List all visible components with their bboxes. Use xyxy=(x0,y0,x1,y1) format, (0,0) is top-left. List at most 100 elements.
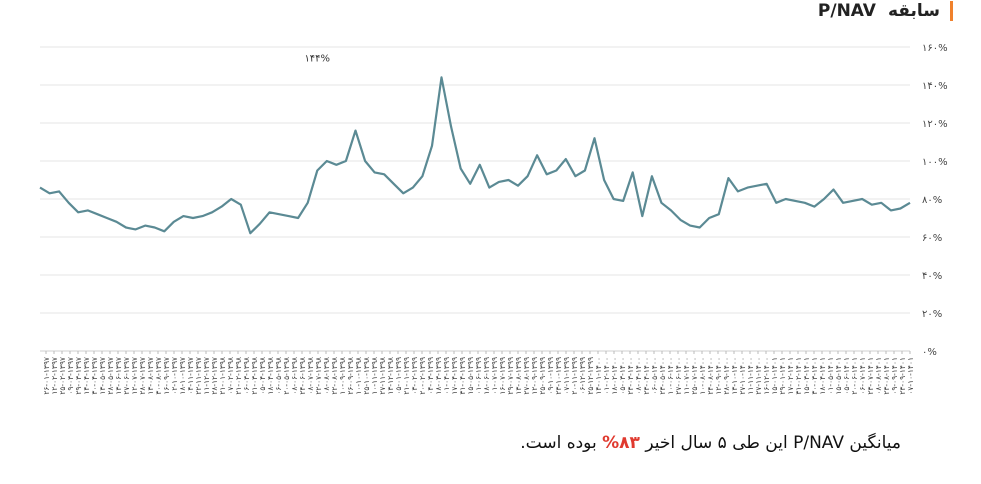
y-tick-label: ۶۰% xyxy=(922,233,942,244)
x-tick-label: ۱۰-۱۰-۱۳۹۸ xyxy=(354,357,363,395)
x-tick-label: ۰۲-۱۰-۱۳۹۷ xyxy=(170,357,179,395)
caption-text-after: بوده است. xyxy=(520,433,603,453)
x-tick-label: ۲۰-۰۲-۱۳۹۹ xyxy=(418,357,427,395)
x-tick-label: ۱۳-۰۶-۱۳۹۷ xyxy=(114,357,123,395)
x-tick-label: ۱۸-۰۴-۱۴۰۱ xyxy=(818,357,827,395)
x-tick-label: ۲۷-۰۶-۱۳۹۷ xyxy=(122,357,131,395)
y-tick-label: ۱۰۰% xyxy=(922,157,948,168)
x-tick-label: ۱۸-۰۳-۱۳۹۹ xyxy=(434,357,443,395)
title-word: سابقه xyxy=(887,1,940,21)
peak-annotation: ۱۴۴% xyxy=(304,53,330,64)
x-tick-label: ۱۰-۰۹-۱۳۹۸ xyxy=(338,357,347,395)
y-tick-label: ۱۶۰% xyxy=(922,43,948,54)
x-tick-label: ۰۶-۰۵-۱۳۹۸ xyxy=(274,357,283,395)
x-tick-label: ۲۱-۰۳-۱۳۹۸ xyxy=(250,357,259,395)
x-tick-label: ۱۳-۱۰-۱۴۰۰ xyxy=(730,357,739,395)
x-tick-label: ۰۸-۰۸-۱۳۹۸ xyxy=(322,357,331,395)
x-tick-label: ۲۱-۰۱-۱۳۹۸ xyxy=(218,357,227,395)
x-tick-label: ۲۸-۰۵-۱۳۹۷ xyxy=(106,357,115,395)
x-tick-label: ۲۷-۰۸-۱۳۹۹ xyxy=(522,357,531,395)
x-tick-label: ۲۳-۰۸-۱۴۰۱ xyxy=(882,357,891,395)
x-tick-label: ۲۵-۱۲-۱۳۹۹ xyxy=(586,357,595,395)
series-line xyxy=(39,76,911,235)
x-tick-label: ۰۷-۰۲-۱۳۹۸ xyxy=(226,357,235,395)
x-tick-label: ۲۸-۰۷-۱۳۹۷ xyxy=(138,357,147,395)
x-tick-label: ۱۷-۰۲-۱۴۰۱ xyxy=(786,357,795,395)
x-tick-label: ۰۴-۱۱-۱۳۹۷ xyxy=(186,357,195,395)
x-tick-label: ۰۵-۰۱-۱۳۹۹ xyxy=(394,357,403,395)
x-tick-label: ۰۸-۰۴-۱۴۰۰ xyxy=(634,357,643,395)
x-tick-label: ۰۹-۰۳-۱۳۹۷ xyxy=(66,357,75,395)
x-tick-label: ۲۹-۰۷-۱۳۹۹ xyxy=(506,357,515,395)
x-tick-label: ۲۳-۰۹-۱۴۰۱ xyxy=(898,357,907,395)
x-tick-label: ۱۳-۰۸-۱۳۹۹ xyxy=(514,357,523,395)
x-tick-label: ۰۵-۰۴-۱۳۹۸ xyxy=(258,357,267,395)
caption-text-before: میانگین P/NAV این طی ۵ سال اخیر xyxy=(639,433,901,453)
y-tick-label: ۴۰% xyxy=(922,271,942,282)
x-tick-label: ۰۱-۰۴-۱۳۹۹ xyxy=(442,357,451,395)
x-tick-label: ۲۵-۰۲-۱۳۹۷ xyxy=(58,357,67,395)
x-tick-label: ۲۸-۱۲-۱۳۹۷ xyxy=(210,357,219,395)
x-tick-label: ۲۰-۰۶-۱۴۰۱ xyxy=(850,357,859,395)
x-tick-label: ۲۲-۰۷-۱۳۹۸ xyxy=(314,357,323,395)
average-caption: میانگین P/NAV این طی ۵ سال اخیر ۸۳% بوده… xyxy=(520,433,901,453)
x-tick-label: ۲۴-۰۸-۱۴۰۰ xyxy=(706,357,715,395)
x-tick-label: ۱۵-۰۵-۱۴۰۱ xyxy=(834,357,843,395)
x-tick-label: ۲۷-۱۱-۱۳۹۸ xyxy=(378,357,387,395)
x-tick-label: ۱۳-۰۵-۱۳۹۷ xyxy=(98,357,107,395)
x-tick-label: ۱۵-۰۱-۱۴۰۱ xyxy=(770,357,779,395)
x-tick-label: ۲۷-۱۰-۱۴۰۰ xyxy=(738,357,747,395)
x-tick-label: ۱۸-۰۶-۱۳۹۹ xyxy=(482,357,491,395)
x-tick-label: ۳۰-۰۸-۱۳۹۷ xyxy=(154,357,163,395)
x-tick-label: ۲۹-۰۳-۱۳۹۷ xyxy=(74,357,83,395)
x-tick-label: ۰۶-۰۳-۱۳۹۸ xyxy=(242,357,251,395)
x-tick-label: ۰۳-۰۲-۱۳۹۹ xyxy=(410,357,419,395)
x-tick-label: ۰۸-۰۷-۱۳۹۸ xyxy=(306,357,315,395)
x-tick-label: ۲۳-۰۴-۱۴۰۰ xyxy=(642,357,651,395)
x-tick-label: ۲۵-۰۹-۱۳۹۹ xyxy=(538,357,547,395)
x-tick-label: ۱۲-۰۹-۱۴۰۰ xyxy=(714,357,723,395)
x-tick-label: ۰۶-۱۲-۱۳۹۹ xyxy=(578,357,587,395)
x-tick-label: ۳۱-۰۲-۱۴۰۱ xyxy=(794,357,803,395)
y-tick-label: ۲۰% xyxy=(922,309,942,320)
y-tick-label: ۸۰% xyxy=(922,195,942,206)
title-metric: P/NAV xyxy=(817,1,876,21)
x-tick-label: ۲۷-۱۱-۱۴۰۰ xyxy=(754,357,763,395)
x-tick-label: ۰۱-۰۲-۱۴۰۰ xyxy=(602,357,611,395)
caption-highlight-value: ۸۳% xyxy=(602,433,640,453)
x-tick-label: ۲۵-۰۷-۱۴۰۰ xyxy=(690,357,699,395)
x-tick-label: ۱۳-۱۲-۱۳۹۸ xyxy=(386,357,395,395)
x-tick-label: ۱۴-۰۴-۱۳۹۷ xyxy=(82,357,91,395)
x-tick-label: ۲۲-۱۱-۱۳۹۷ xyxy=(194,357,203,395)
x-tick-label: ۰۷-۱۱-۱۳۹۹ xyxy=(562,357,571,395)
x-tick-label: ۱۰-۰۸-۱۴۰۰ xyxy=(698,357,707,395)
x-tick-label: ۲۴-۰۶-۱۳۹۸ xyxy=(298,357,307,395)
x-tick-label: ۲۶-۰۹-۱۳۹۸ xyxy=(346,357,355,395)
x-tick-label: ۱۸-۰۲-۱۴۰۰ xyxy=(610,357,619,395)
x-tick-label: ۱۸-۰۴-۱۳۹۸ xyxy=(266,357,275,395)
x-tick-label: ۳۰-۰۳-۱۴۰۱ xyxy=(810,357,819,395)
x-tick-label: ۲۰-۰۵-۱۳۹۸ xyxy=(282,357,291,395)
x-tick-label: ۱۱-۱۲-۱۳۹۷ xyxy=(202,357,211,395)
y-tick-label: ۰% xyxy=(922,347,937,358)
x-tick-label: ۲۸-۰۹-۱۴۰۰ xyxy=(722,357,731,395)
x-tick-label: ۰۱-۰۵-۱۴۰۱ xyxy=(826,357,835,395)
x-tick-label: ۲۳-۱۰-۱۳۹۹ xyxy=(554,357,563,395)
x-tick-label: ۲۵-۱۰-۱۳۹۸ xyxy=(362,357,371,395)
x-tick-label: ۰۵-۰۳-۱۴۰۰ xyxy=(618,357,627,395)
x-tick-label: ۲۱-۰۱-۱۳۹۹ xyxy=(402,357,411,395)
y-tick-label: ۱۲۰% xyxy=(922,119,948,130)
x-tick-label: ۱۲-۰۷-۱۳۹۷ xyxy=(130,357,139,395)
x-tick-label: ۲۳-۰۳-۱۴۰۰ xyxy=(626,357,635,395)
x-tick-label: ۱۵-۰۳-۱۴۰۱ xyxy=(802,357,811,395)
x-tick-label: ۰۸-۰۶-۱۳۹۸ xyxy=(290,357,299,395)
x-tick-label: ۲۳-۰۷-۱۴۰۱ xyxy=(866,357,875,395)
x-tick-label: ۱۱-۱۱-۱۴۰۰ xyxy=(746,357,755,395)
x-tick-label: ۲۱-۰۲-۱۳۹۸ xyxy=(234,357,243,395)
x-tick-label: ۲۳-۰۵-۱۴۰۰ xyxy=(658,357,667,395)
x-tick-label: ۱۶-۰۹-۱۳۹۷ xyxy=(162,357,171,395)
x-tick-label: ۱۴-۰۱-۱۴۰۰ xyxy=(594,357,603,395)
x-tick-label: ۰۹-۱۰-۱۳۹۹ xyxy=(546,357,555,395)
title-accent-bar xyxy=(950,1,953,21)
chart-title: سابقه P/NAV xyxy=(818,0,953,22)
